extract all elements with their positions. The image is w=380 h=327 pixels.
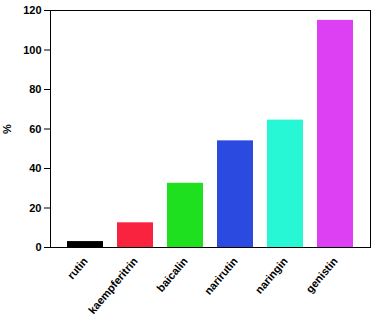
svg-text:naringin: naringin (253, 255, 290, 296)
svg-text:20: 20 (29, 202, 41, 214)
svg-text:120: 120 (23, 4, 41, 16)
svg-text:genistin: genistin (303, 255, 339, 295)
svg-text:baicalin: baicalin (154, 255, 190, 294)
svg-text:80: 80 (29, 83, 41, 95)
svg-text:rutin: rutin (65, 255, 90, 282)
svg-text:%: % (1, 124, 13, 134)
svg-text:0: 0 (35, 241, 41, 253)
svg-text:kaempferitrin: kaempferitrin (86, 255, 140, 316)
svg-text:60: 60 (29, 123, 41, 135)
svg-text:100: 100 (23, 44, 41, 56)
svg-text:40: 40 (29, 162, 41, 174)
svg-text:narirutin: narirutin (202, 255, 240, 297)
